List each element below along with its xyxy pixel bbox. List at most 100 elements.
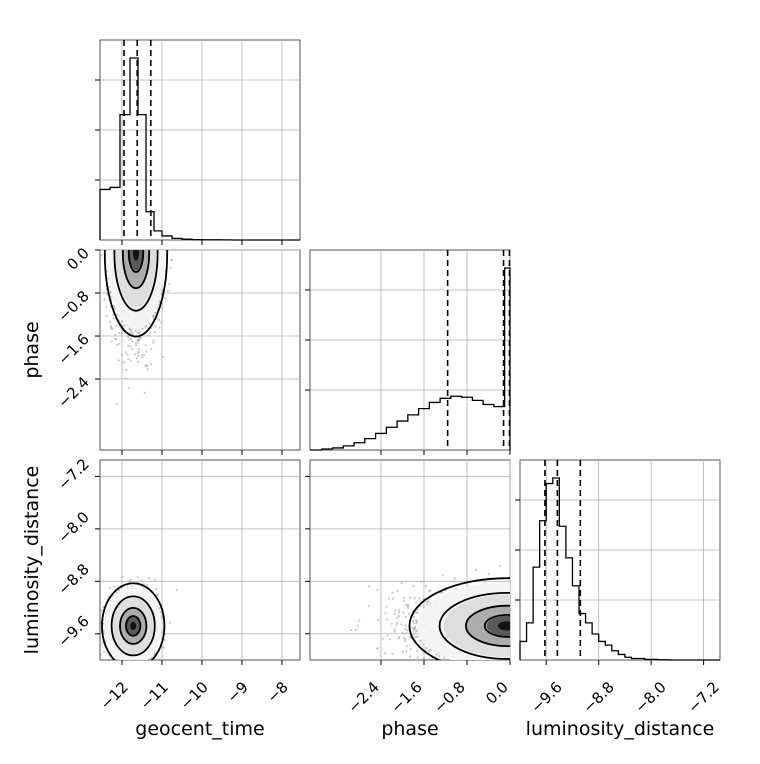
scatter-point — [141, 327, 144, 331]
contour-line — [465, 604, 510, 647]
scatter-point — [474, 669, 476, 671]
scatter-point — [412, 615, 415, 619]
x-axis-label-phase: phase — [381, 718, 438, 740]
scatter-point — [118, 342, 121, 345]
scatter-point — [407, 612, 410, 615]
scatter-point — [428, 659, 431, 660]
scatter-point — [405, 603, 408, 606]
y-axis-label-phase: phase — [21, 321, 43, 378]
scatter-point — [415, 635, 418, 639]
scatter-point — [110, 327, 113, 330]
scatter-point — [100, 643, 103, 646]
scatter-point — [145, 350, 148, 353]
scatter-point — [144, 344, 147, 347]
density-group — [107, 250, 165, 331]
tick-layer — [95, 79, 705, 665]
x-tick-label: −7.2 — [684, 678, 722, 716]
scatter-point — [461, 662, 463, 664]
scatter-point — [404, 624, 407, 627]
scatter-point — [386, 618, 389, 621]
scatter-point — [393, 628, 396, 631]
scatter-point — [502, 665, 504, 667]
scatter-point — [137, 360, 140, 363]
scatter-point — [404, 628, 407, 631]
scatter-point — [125, 351, 128, 354]
scatter-point — [121, 575, 124, 578]
y-tick-labels-luminosity-distance: −7.2 −8.0 −8.8 −9.6 — [54, 455, 92, 650]
scatter-point — [131, 348, 134, 351]
contour-line — [127, 250, 145, 273]
scatter-point — [108, 586, 111, 590]
scatter-point — [135, 357, 138, 360]
scatter-point — [145, 664, 147, 666]
scatter-point — [155, 587, 158, 591]
scatter-point — [428, 648, 431, 652]
scatter-point — [118, 589, 121, 592]
scatter-point — [135, 681, 137, 683]
scatter-point — [431, 670, 433, 672]
scatter-point — [118, 331, 121, 335]
density-layer — [104, 250, 510, 660]
scatter-point — [409, 647, 412, 651]
scatter-point — [129, 330, 133, 333]
scatter-point — [436, 662, 438, 664]
scatter-point — [157, 593, 160, 596]
scatter-point — [133, 353, 136, 356]
scatter-point — [138, 338, 141, 342]
scatter-point — [136, 351, 140, 354]
scatter-point — [137, 347, 141, 351]
scatter-point — [129, 671, 131, 673]
scatter-point — [366, 665, 368, 667]
scatter-point — [127, 386, 130, 389]
scatter-point — [108, 320, 112, 324]
y-tick-label: −9.6 — [54, 612, 92, 650]
scatter-point — [134, 344, 138, 347]
scatter-point — [103, 298, 106, 301]
scatter-point — [395, 624, 398, 627]
panel-hist-luminosity-distance — [519, 459, 721, 661]
scatter-point — [145, 660, 147, 662]
contour-line — [101, 582, 166, 660]
scatter-point — [143, 391, 146, 394]
scatter-point — [114, 662, 116, 664]
scatter-point — [100, 609, 103, 612]
scatter-point — [390, 622, 393, 625]
scatter-point — [163, 296, 166, 300]
scatter-point — [356, 624, 360, 627]
scatter-point — [396, 589, 399, 593]
scatter-point — [402, 611, 405, 614]
scatter-point — [95, 621, 97, 623]
scatter-point — [120, 331, 123, 335]
scatter-point — [120, 353, 123, 356]
scatter-point — [488, 663, 490, 665]
scatter-point — [156, 317, 159, 320]
scatter-point — [487, 572, 490, 576]
scatter-point — [400, 582, 403, 585]
x-tick-label: −11 — [137, 678, 172, 713]
y-tick-labels-phase: 0.0 −0.8 −1.6 −2.4 — [54, 244, 92, 411]
scatter-point — [113, 333, 117, 336]
scatter-point — [438, 655, 441, 658]
scatter-point — [113, 585, 116, 588]
scatter-point — [447, 661, 449, 663]
scatter-point — [112, 317, 115, 320]
scatter-point — [128, 338, 131, 341]
contour-line — [121, 250, 151, 290]
scatter-point — [146, 667, 148, 669]
scatter-point — [138, 661, 140, 663]
scatter-point — [122, 361, 125, 364]
scatter-point — [137, 332, 141, 335]
scatter-point — [413, 633, 416, 637]
scatter-point — [477, 661, 479, 663]
scatter-point — [138, 665, 140, 667]
y-tick-label: 0.0 — [63, 244, 93, 274]
scatter-point — [408, 655, 412, 658]
y-tick-label: −8.0 — [54, 508, 92, 546]
scatter-point — [122, 325, 125, 328]
scatter-point — [441, 574, 444, 577]
scatter-point — [397, 615, 400, 618]
scatter-point — [484, 674, 486, 676]
scatter-point — [143, 353, 146, 356]
scatter-point — [137, 666, 139, 668]
scatter-point — [116, 313, 119, 317]
